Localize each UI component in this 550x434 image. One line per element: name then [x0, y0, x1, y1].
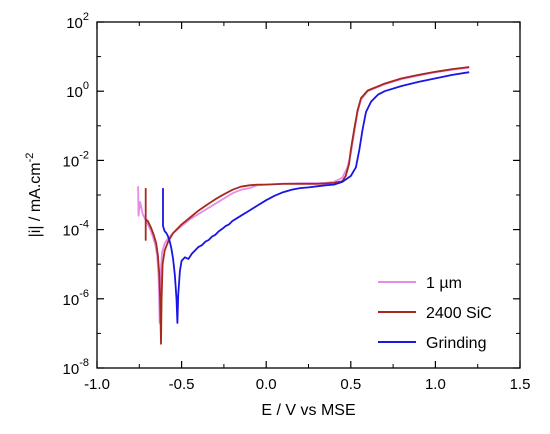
- x-tick-label: 1.5: [510, 376, 531, 393]
- legend-label-2: 2400 SiC: [426, 305, 492, 322]
- x-tick-label: 1.0: [425, 376, 446, 393]
- legend-label-3: Grinding: [426, 335, 486, 352]
- x-tick-label: -1.0: [84, 376, 110, 393]
- axes: -1.0 -0.5 0.0 0.5 1.0 1.5 10-8 10-6 10-4 10-2 100 1…: [24, 11, 530, 419]
- series-line-1: [137, 66, 470, 324]
- y-tick-label: 10-8: [63, 357, 89, 378]
- y-tick-label: 10-6: [63, 288, 89, 309]
- legend: 1 µm 2400 SiC Grinding: [378, 275, 492, 352]
- series-line-3: [162, 71, 470, 324]
- y-tick-label: 10-2: [63, 149, 89, 170]
- legend-label-1: 1 µm: [426, 275, 462, 292]
- series-layer: [137, 66, 470, 345]
- y-axis-title: |i| / mA.cm-2: [24, 153, 44, 238]
- x-tick-label: 0.0: [256, 376, 277, 393]
- x-tick-label: -0.5: [169, 376, 195, 393]
- y-tick-label: 100: [66, 80, 89, 101]
- y-tick-label: 102: [66, 11, 89, 32]
- x-axis-title: E / V vs MSE: [261, 402, 355, 419]
- x-tick-label: 0.5: [340, 376, 361, 393]
- series-line-2: [144, 66, 470, 345]
- y-tick-label: 10-4: [63, 219, 89, 240]
